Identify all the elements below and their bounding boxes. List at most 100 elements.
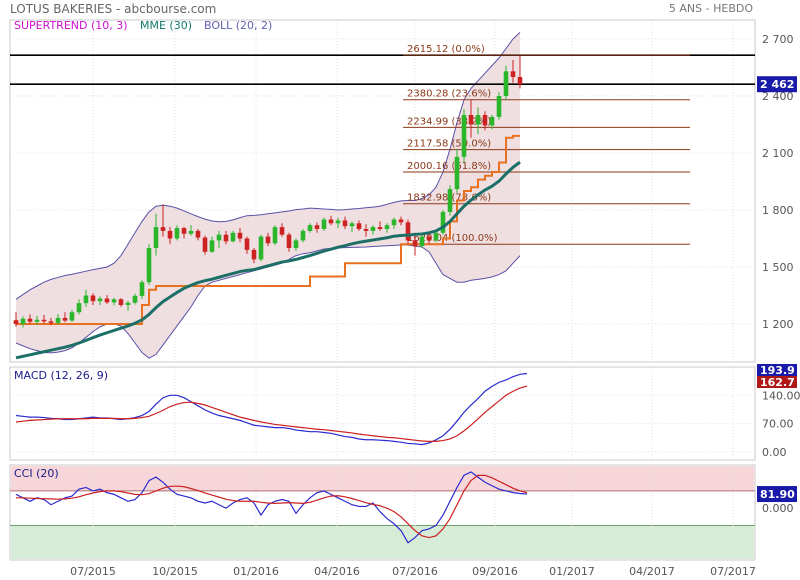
candle-body: [461, 115, 467, 157]
candle-body: [111, 299, 117, 303]
cci-title: CCI (20): [14, 467, 59, 480]
legend-supertrend: SUPERTREND (10, 3): [14, 19, 128, 32]
candle-body: [335, 220, 341, 224]
candle-body: [230, 232, 236, 242]
fibonacci-label: 2234.99 (38.2%): [407, 116, 491, 127]
candle-body: [34, 319, 40, 322]
candle-body: [391, 219, 397, 226]
x-tick-label: 04/2017: [629, 565, 675, 578]
cci-overbought-zone: [11, 466, 754, 491]
candle-body: [244, 238, 250, 250]
candle-body: [447, 189, 453, 212]
x-tick-label: 01/2016: [233, 565, 279, 578]
candle-body: [398, 219, 404, 223]
candle-body: [510, 71, 516, 77]
candle-body: [321, 219, 327, 229]
macd-signal-value: 162.7: [760, 376, 795, 389]
x-tick-label: 07/2015: [70, 565, 116, 578]
cci-oversold-zone: [11, 525, 754, 559]
candle-body: [503, 71, 509, 96]
candle-body: [132, 295, 138, 303]
x-tick-label: 10/2015: [152, 565, 198, 578]
bollinger-band-fill: [16, 32, 520, 359]
candle-body: [202, 237, 208, 252]
candle-body: [405, 222, 411, 241]
candle-body: [62, 317, 68, 321]
candle-body: [153, 227, 159, 248]
candle-body: [475, 115, 481, 125]
legend-ema: MME (30): [140, 19, 193, 32]
price-y-tick-label: 2 400: [762, 90, 794, 103]
candle-body: [167, 230, 173, 239]
candle-body: [104, 298, 110, 303]
candle-body: [41, 319, 47, 322]
candle-body: [482, 115, 488, 126]
x-tick-label: 07/2016: [392, 565, 438, 578]
candle-body: [293, 240, 299, 248]
x-tick-label: 01/2017: [549, 565, 595, 578]
candle-body: [286, 234, 292, 248]
candle-body: [363, 229, 369, 231]
candle-body: [48, 321, 54, 323]
candle-body: [440, 211, 446, 233]
candle-body: [454, 156, 460, 190]
fibonacci-label: 2000.16 (61.8%): [407, 161, 491, 172]
cci-last-value: 81.90: [760, 488, 795, 501]
last-price-value: 2 462: [760, 78, 794, 91]
candle-body: [125, 302, 131, 305]
macd-signal-badge: [757, 376, 797, 388]
candle-body: [97, 298, 103, 302]
price-y-tick-label: 1 200: [762, 318, 794, 331]
candle-body: [76, 303, 82, 313]
bollinger-upper-line: [15, 31, 521, 300]
candle-body: [419, 236, 425, 247]
candle-body: [517, 77, 523, 85]
fibonacci-label: 1620.04 (100.0%): [407, 233, 498, 244]
macd-pane-frame: [9, 366, 756, 461]
candle-body: [265, 236, 271, 244]
candle-body: [188, 230, 194, 234]
candle-body: [181, 228, 187, 234]
last-price-badge: [757, 76, 797, 93]
candle-body: [139, 282, 145, 296]
candle-body: [489, 116, 495, 126]
candle-body: [349, 223, 355, 227]
candle-body: [27, 318, 33, 322]
cci-value-badge: [757, 486, 797, 503]
candle-body: [216, 234, 222, 241]
candle-body: [356, 223, 362, 229]
fibonacci-label: 2117.58 (50.0%): [407, 139, 491, 150]
x-tick-label: 09/2016: [472, 565, 518, 578]
supertrend-line: [16, 134, 520, 325]
candle-body: [433, 232, 439, 241]
cci-series-1: [16, 474, 528, 539]
candle-body: [412, 240, 418, 247]
chart-title: LOTUS BAKERIES - abcbourse.com: [10, 2, 217, 16]
candle-body: [307, 225, 313, 231]
period-label[interactable]: 5 ANS - HEBDO: [668, 2, 753, 15]
candle-body: [160, 227, 166, 231]
candle-body: [209, 240, 215, 252]
candle-body: [468, 115, 474, 125]
price-y-tick-label: 2 100: [762, 147, 794, 160]
candle-body: [251, 249, 257, 260]
candle-body: [300, 230, 306, 241]
candle-body: [13, 320, 19, 324]
candle-body: [146, 248, 152, 283]
price-y-tick-label: 1 800: [762, 204, 794, 217]
macd-value-badge: [757, 364, 797, 376]
candle-body: [377, 227, 383, 229]
candle-body: [426, 236, 432, 241]
candle-body: [174, 228, 180, 239]
candle-body: [272, 227, 278, 244]
x-tick-label: 04/2016: [314, 565, 360, 578]
macd-title: MACD (12, 26, 9): [14, 369, 108, 382]
candle-body: [90, 295, 96, 302]
candle-body: [328, 219, 334, 224]
price-y-tick-label: 2 700: [762, 33, 794, 46]
candle-body: [118, 299, 124, 305]
candle-body: [195, 230, 201, 238]
candle-body: [237, 232, 243, 239]
candle-body: [69, 312, 75, 321]
fibonacci-label: 2380.28 (23.6%): [407, 89, 491, 100]
